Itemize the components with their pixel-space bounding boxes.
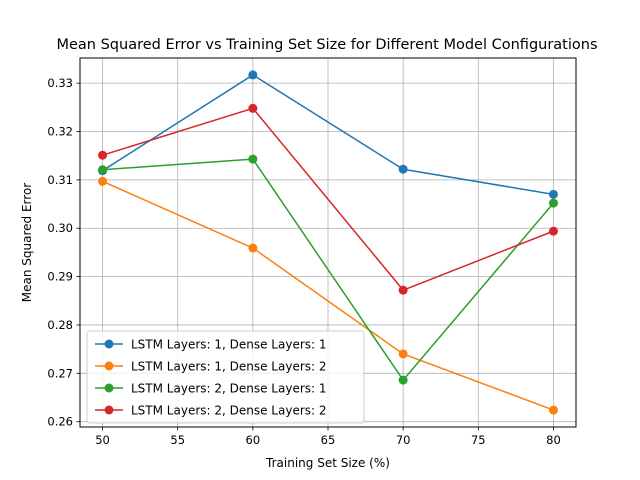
- x-tick-label: 60: [246, 433, 261, 447]
- x-tick-label: 75: [471, 433, 486, 447]
- data-point: [248, 103, 258, 113]
- axis-ticks: 50 55 60 65 70 75 80 0.26 0.27 0.28 0.29 0.30 0.31 0.…: [47, 76, 560, 447]
- data-point: [398, 164, 408, 174]
- legend-marker: [104, 383, 114, 393]
- data-point: [98, 176, 108, 186]
- series-lines: [98, 70, 558, 415]
- legend: LSTM Layers: 1, Dense Layers: 1 LSTM Laye…: [86, 330, 365, 424]
- legend-marker: [104, 405, 114, 415]
- y-tick-label: 0.28: [47, 318, 73, 332]
- grid: [80, 58, 576, 427]
- data-point: [548, 189, 558, 199]
- y-tick-label: 0.32: [47, 125, 73, 139]
- y-tick-label: 0.27: [47, 366, 73, 380]
- y-tick-label: 0.26: [47, 415, 73, 429]
- data-point: [398, 285, 408, 295]
- x-tick-label: 80: [546, 433, 561, 447]
- legend-entry: LSTM Layers: 1, Dense Layers: 2: [131, 360, 327, 374]
- legend-entry: LSTM Layers: 2, Dense Layers: 1: [131, 382, 327, 396]
- y-tick-label: 0.29: [47, 270, 73, 284]
- chart-title: Mean Squared Error vs Training Set Size …: [56, 37, 597, 53]
- x-tick-label: 50: [95, 433, 110, 447]
- data-point: [248, 243, 258, 253]
- y-tick-label: 0.30: [47, 221, 73, 235]
- series-line-2: [102, 180, 554, 411]
- y-axis-label: Mean Squared Error: [20, 183, 34, 303]
- legend-entry: LSTM Layers: 1, Dense Layers: 1: [131, 338, 327, 352]
- series-line-3: [102, 158, 555, 381]
- legend-box: [86, 330, 365, 424]
- data-point: [548, 405, 558, 415]
- series-line-1: [102, 74, 554, 196]
- data-point: [248, 70, 258, 80]
- data-point: [398, 375, 408, 385]
- data-point: [548, 198, 558, 208]
- data-point: [98, 165, 108, 175]
- x-tick-label: 65: [321, 433, 336, 447]
- series-line-4: [102, 107, 554, 291]
- y-tick-label: 0.31: [47, 173, 73, 187]
- y-tick-label: 0.33: [47, 76, 73, 90]
- legend-marker: [104, 339, 114, 349]
- x-axis-label: Training Set Size (%): [265, 456, 390, 470]
- data-point: [98, 150, 108, 160]
- data-point: [398, 349, 408, 359]
- x-tick-label: 55: [170, 433, 185, 447]
- legend-entry: LSTM Layers: 2, Dense Layers: 2: [131, 404, 327, 418]
- data-point: [248, 154, 258, 164]
- x-tick-label: 70: [396, 433, 411, 447]
- data-point: [548, 226, 558, 236]
- legend-marker: [104, 361, 114, 371]
